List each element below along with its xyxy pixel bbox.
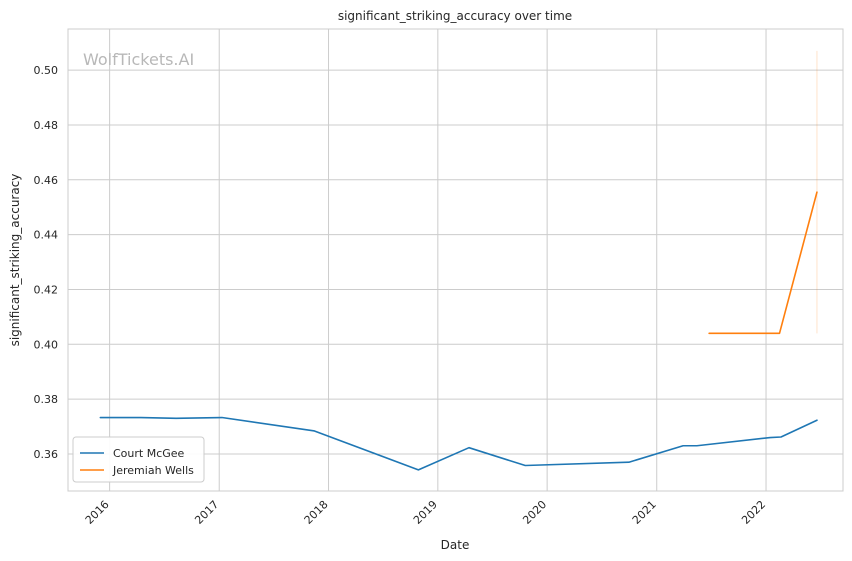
y-tick-label: 0.48 <box>34 119 59 132</box>
y-tick-label: 0.42 <box>34 283 59 296</box>
series-layer <box>99 50 818 471</box>
x-axis-label: Date <box>441 538 470 552</box>
y-tick-label: 0.38 <box>34 393 59 406</box>
y-tick-label: 0.50 <box>34 64 59 77</box>
x-gridlines <box>109 29 767 491</box>
watermark: WolfTickets.AI <box>83 50 194 69</box>
legend: Court McGee Jeremiah Wells <box>72 436 205 483</box>
y-tick-label: 0.46 <box>34 174 59 187</box>
y-tick-label: 0.44 <box>34 229 59 242</box>
y-tick-label: 0.40 <box>34 338 59 351</box>
y-tick-label: 0.36 <box>34 448 59 461</box>
y-tick-labels: 0.36 0.38 0.40 0.42 0.44 0.46 0.48 0.50 <box>34 64 59 461</box>
series-line-jeremiah-wells <box>708 191 818 335</box>
y-axis-label: significant_striking_accuracy <box>8 174 22 347</box>
legend-label-jeremiah-wells: Jeremiah Wells <box>112 464 194 477</box>
plot-area <box>67 28 844 492</box>
chart-title: significant_striking_accuracy over time <box>338 9 572 23</box>
legend-box <box>72 436 205 483</box>
series-line-court-mcgee <box>99 416 818 471</box>
legend-label-court-mcgee: Court McGee <box>113 447 185 460</box>
